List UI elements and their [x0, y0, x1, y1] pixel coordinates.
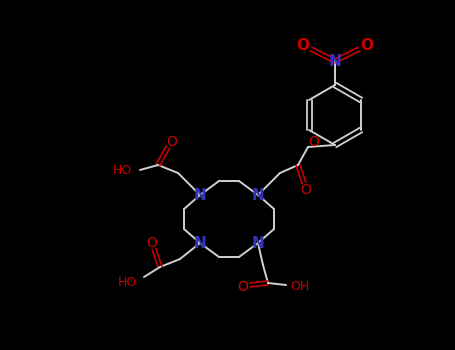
Text: HO: HO [117, 275, 136, 288]
Text: O: O [147, 236, 157, 250]
Text: O: O [301, 183, 311, 197]
Text: OH: OH [290, 280, 309, 294]
Text: N: N [194, 188, 207, 203]
Text: N: N [252, 236, 264, 251]
Text: O: O [238, 280, 248, 294]
Text: HO: HO [112, 164, 131, 177]
Text: N: N [252, 188, 264, 203]
Text: O: O [297, 38, 309, 54]
Text: O: O [308, 135, 319, 149]
Text: O: O [167, 135, 177, 149]
Text: N: N [329, 54, 341, 69]
Text: N: N [194, 236, 207, 251]
Text: O: O [360, 38, 374, 54]
